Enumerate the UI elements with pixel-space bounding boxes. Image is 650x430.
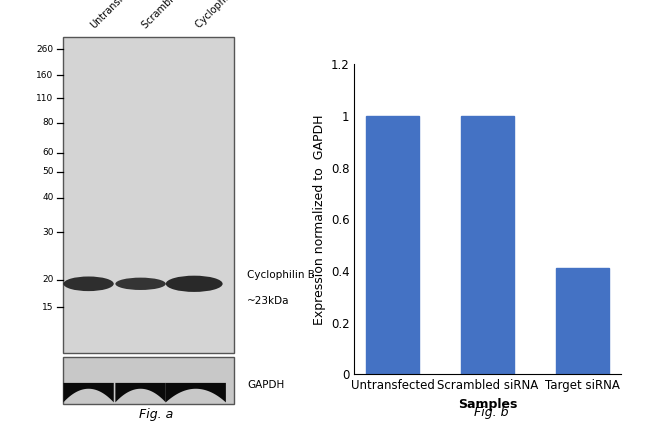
Text: 60: 60 [42,148,53,157]
Text: 40: 40 [42,194,53,202]
Ellipse shape [166,276,222,292]
Polygon shape [116,383,166,402]
X-axis label: Samples: Samples [458,397,517,411]
Bar [556,268,608,374]
Y-axis label: Expression normalized to  GAPDH: Expression normalized to GAPDH [313,114,326,325]
Text: Cyclophilin B: Cyclophilin B [247,270,315,280]
Bar [367,116,419,374]
Text: Cyclophilin B siRNA: Cyclophilin B siRNA [194,0,268,30]
Text: 50: 50 [42,168,53,176]
Text: ~23kDa: ~23kDa [247,296,289,306]
Text: Untransfected: Untransfected [88,0,144,30]
Polygon shape [64,383,114,402]
Ellipse shape [116,278,166,290]
Text: 30: 30 [42,228,53,236]
Text: 160: 160 [36,71,53,80]
Text: 80: 80 [42,118,53,127]
Text: Fig. a: Fig. a [139,408,173,421]
Bar [64,37,234,353]
Bar [64,357,234,404]
Text: 15: 15 [42,303,53,312]
Ellipse shape [64,276,114,291]
Text: GAPDH: GAPDH [247,380,284,390]
Text: Fig. b: Fig. b [473,406,508,419]
Bar [462,116,514,374]
Polygon shape [166,383,226,402]
Text: 110: 110 [36,94,53,102]
Text: Scrambled siRNA: Scrambled siRNA [140,0,207,30]
Text: 260: 260 [36,45,53,54]
Text: 20: 20 [42,275,53,284]
